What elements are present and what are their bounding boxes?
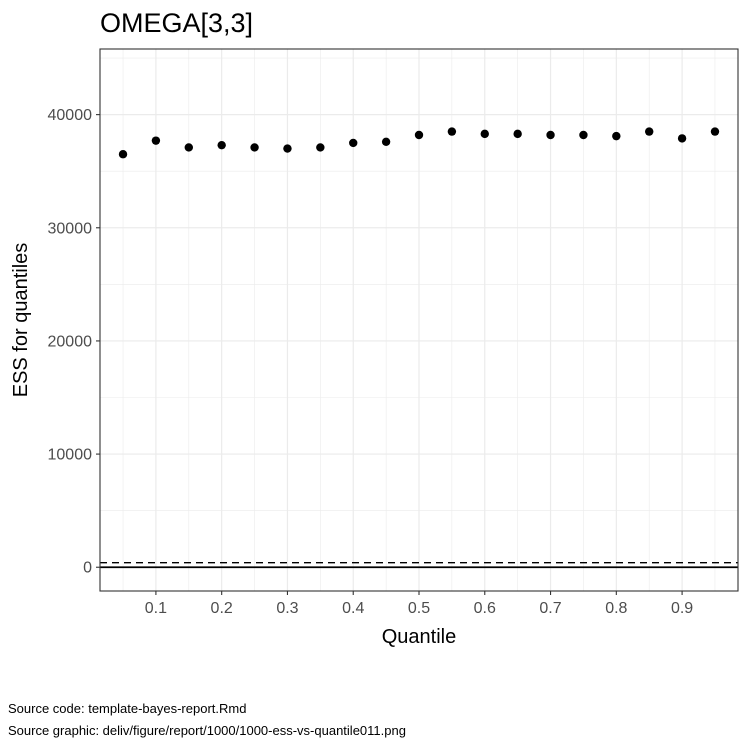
- data-point: [217, 140, 226, 150]
- data-point: [677, 134, 687, 143]
- x-axis-title: Quantile: [382, 626, 457, 648]
- reference-lines: [100, 562, 738, 569]
- data-point: [513, 129, 522, 139]
- data-point: [546, 130, 555, 140]
- source-graphic-caption: Source graphic: deliv/figure/report/1000…: [8, 723, 406, 738]
- y-tick-label: 30000: [48, 220, 93, 237]
- data-point: [151, 136, 161, 145]
- chart-title: OMEGA[3,3]: [100, 8, 253, 38]
- data-point: [381, 137, 391, 146]
- y-axis-ticks: 0 10000 20000 30000 40000: [48, 107, 100, 577]
- data-point: [184, 143, 193, 152]
- data-point: [414, 130, 424, 140]
- x-tick-label: 0.7: [539, 600, 561, 617]
- x-tick-label: 0.6: [474, 600, 496, 617]
- x-tick-label: 0.9: [671, 600, 693, 617]
- x-tick-label: 0.4: [342, 600, 364, 617]
- y-tick-label: 10000: [48, 447, 93, 464]
- data-point: [579, 130, 588, 140]
- source-code-caption: Source code: template-bayes-report.Rmd: [8, 701, 247, 716]
- data-point: [710, 127, 720, 136]
- y-tick-label: 0: [83, 560, 92, 577]
- data-point: [612, 131, 621, 141]
- y-tick-label: 20000: [48, 333, 93, 350]
- x-tick-label: 0.1: [145, 600, 167, 617]
- data-point: [283, 144, 292, 153]
- data-point: [316, 143, 325, 152]
- x-tick-label: 0.5: [408, 600, 430, 617]
- data-point: [349, 138, 358, 148]
- data-point: [250, 143, 259, 152]
- data-point: [118, 150, 128, 159]
- data-point: [480, 129, 489, 139]
- data-point: [645, 127, 654, 136]
- y-axis-title: ESS for quantiles: [10, 243, 32, 398]
- x-tick-label: 0.8: [605, 600, 627, 617]
- x-axis-ticks: 0.1 0.2 0.3 0.4 0.5 0.6 0.7 0.8 0.9: [145, 591, 693, 617]
- x-tick-label: 0.3: [276, 600, 298, 617]
- data-points: [118, 127, 720, 159]
- y-tick-label: 40000: [48, 107, 93, 124]
- x-tick-label: 0.2: [211, 600, 233, 617]
- data-point: [447, 127, 457, 136]
